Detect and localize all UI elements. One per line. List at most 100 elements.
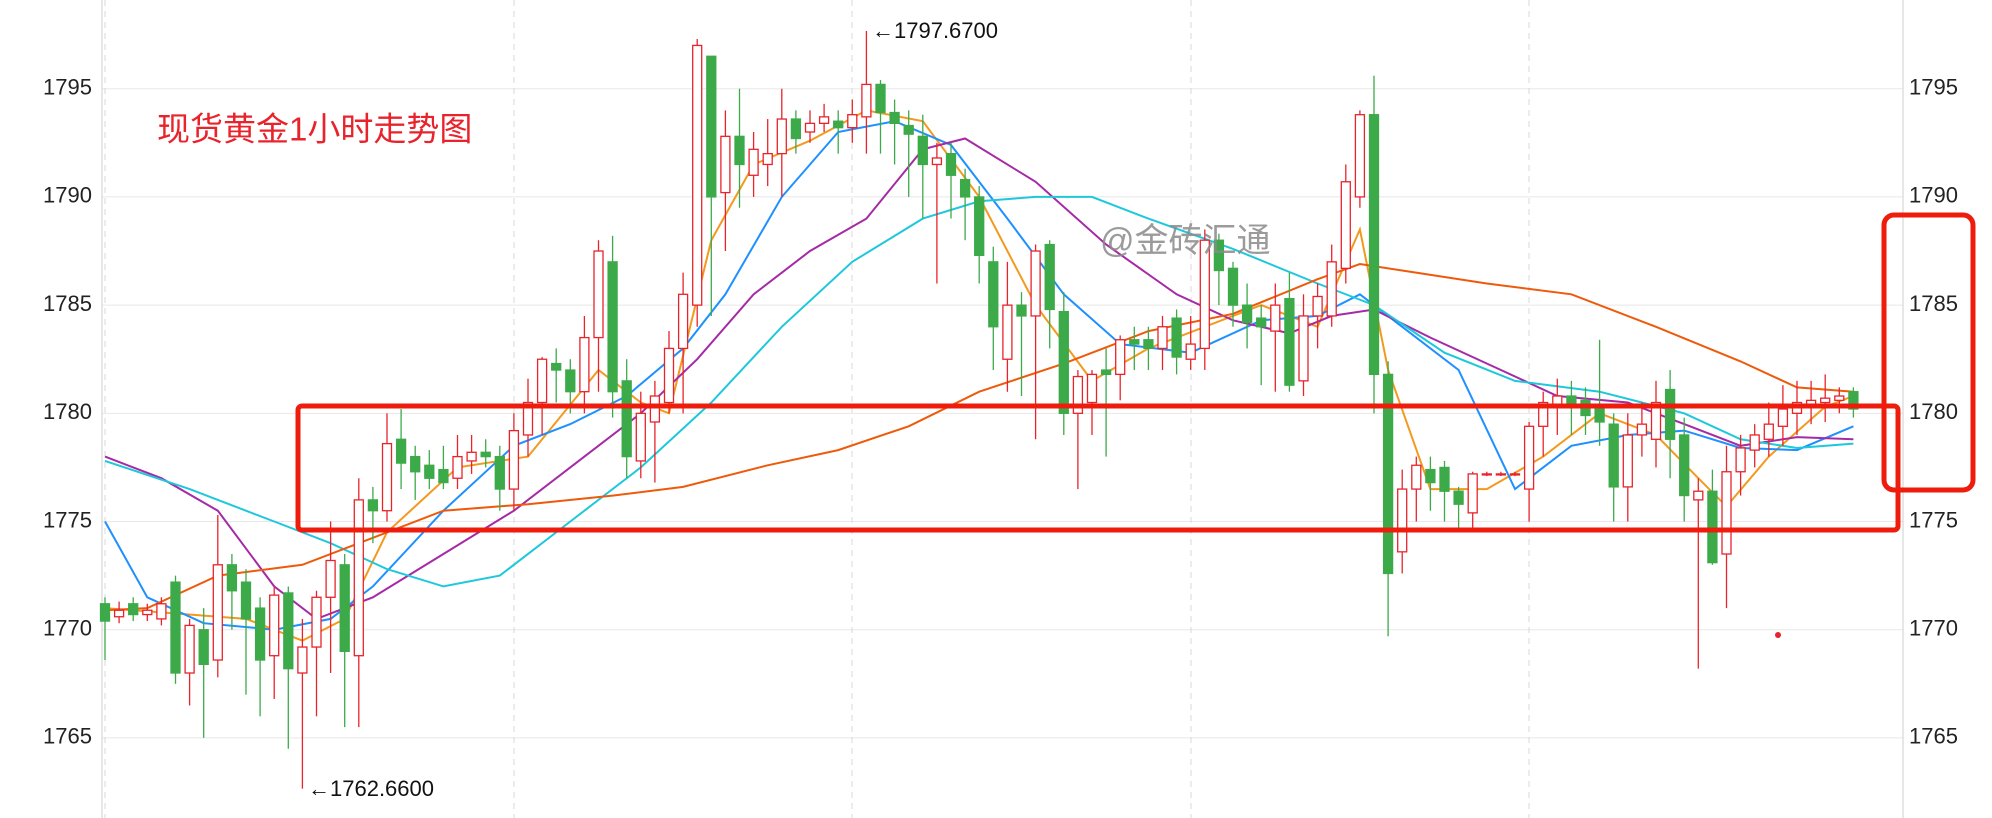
candle-body bbox=[226, 564, 238, 592]
candle-body bbox=[677, 293, 689, 350]
y-tick-label-right: 1770 bbox=[1909, 616, 1958, 641]
candle-body bbox=[1749, 434, 1760, 451]
y-tick-label-right: 1765 bbox=[1909, 724, 1958, 749]
candle-body bbox=[861, 83, 872, 118]
candle-body bbox=[1157, 326, 1168, 350]
candle-body bbox=[1256, 317, 1267, 328]
candle-body bbox=[297, 646, 308, 674]
candle-body bbox=[466, 451, 477, 462]
candle-body bbox=[99, 603, 111, 622]
candle-body bbox=[1834, 395, 1845, 401]
candle-body bbox=[395, 438, 407, 464]
candle-body bbox=[1241, 304, 1253, 324]
candle-body bbox=[1354, 114, 1366, 198]
candle-body bbox=[1016, 304, 1027, 317]
candle-body bbox=[776, 118, 787, 155]
candle-body bbox=[184, 624, 195, 674]
candle-body bbox=[1340, 181, 1351, 269]
candle-body bbox=[988, 261, 999, 328]
candle-body bbox=[1467, 473, 1478, 514]
candle-body bbox=[621, 380, 632, 458]
candle-body bbox=[1523, 425, 1535, 490]
candle-body bbox=[1213, 239, 1225, 272]
candle-body bbox=[1777, 408, 1789, 427]
low-annotation: ←1762.6600 bbox=[308, 776, 434, 801]
candle-body bbox=[818, 116, 830, 124]
candle-body bbox=[522, 401, 534, 436]
candle-body bbox=[339, 564, 350, 653]
candle-body bbox=[113, 609, 125, 618]
candle-body bbox=[1312, 295, 1323, 317]
candle-body bbox=[1664, 388, 1676, 440]
candle-body bbox=[1227, 267, 1239, 306]
candle-body bbox=[353, 499, 364, 657]
watermark: @金砖汇通 bbox=[1100, 222, 1271, 260]
candle-body bbox=[1326, 261, 1337, 317]
candle-body bbox=[325, 559, 336, 598]
candle-body bbox=[593, 250, 604, 339]
candle-body bbox=[875, 83, 886, 114]
candle-body bbox=[170, 581, 181, 674]
candle-body bbox=[889, 111, 900, 124]
candle-body bbox=[480, 451, 491, 458]
candle-body bbox=[1115, 339, 1126, 376]
candle-body bbox=[565, 369, 576, 393]
y-tick-label-right: 1790 bbox=[1909, 183, 1958, 208]
candle-body bbox=[1495, 473, 1507, 476]
candle-body bbox=[1679, 434, 1690, 497]
candle-body bbox=[142, 609, 153, 616]
candle-body bbox=[254, 607, 266, 661]
candle-body bbox=[663, 347, 675, 404]
candle-body bbox=[1439, 466, 1450, 492]
candle-body bbox=[494, 455, 505, 490]
candle-body bbox=[974, 196, 985, 257]
candle-body bbox=[536, 358, 548, 404]
candle-body bbox=[283, 592, 294, 670]
candle-body bbox=[198, 629, 209, 666]
candles bbox=[99, 30, 1859, 789]
candle-body bbox=[635, 412, 646, 462]
candle-body bbox=[833, 120, 844, 129]
candle-body bbox=[1735, 447, 1746, 473]
candle-body bbox=[240, 581, 252, 620]
candle-body bbox=[607, 261, 618, 393]
candle-body bbox=[1453, 490, 1464, 505]
candle-body bbox=[156, 603, 167, 620]
candle-body bbox=[1030, 250, 1041, 317]
marker-dot bbox=[1775, 632, 1781, 638]
candle-body bbox=[1002, 304, 1013, 360]
candle-body bbox=[1284, 297, 1295, 386]
candle-body bbox=[452, 455, 463, 479]
candle-body bbox=[1270, 304, 1281, 332]
y-tick-label-right: 1780 bbox=[1909, 399, 1958, 424]
candle-body bbox=[579, 336, 590, 393]
candle-body bbox=[847, 114, 858, 129]
candle-body bbox=[1425, 468, 1436, 484]
candle-body bbox=[1509, 473, 1521, 476]
candle-body bbox=[1086, 373, 1098, 404]
candle-body bbox=[1693, 490, 1704, 501]
candle-body bbox=[311, 596, 322, 648]
candle-body bbox=[1650, 401, 1662, 440]
candle-body bbox=[1171, 317, 1182, 358]
candle-body bbox=[931, 157, 943, 166]
candle-body bbox=[1721, 471, 1732, 555]
grid bbox=[102, 88, 1903, 739]
candle-body bbox=[424, 464, 435, 479]
y-tick-label: 1795 bbox=[43, 75, 92, 100]
candle-body bbox=[1058, 310, 1069, 414]
candle-body bbox=[1185, 343, 1196, 360]
candle-body bbox=[212, 564, 223, 661]
candle-body bbox=[1044, 243, 1055, 311]
candle-body bbox=[508, 429, 520, 490]
candle-body bbox=[649, 395, 661, 423]
candle-body bbox=[959, 178, 971, 198]
y-tick-label: 1790 bbox=[43, 183, 92, 208]
moving-average-line bbox=[104, 262, 1854, 612]
candle-body bbox=[1397, 488, 1408, 553]
high-annotation: ←1797.6700 bbox=[872, 18, 998, 43]
candle-body bbox=[1129, 339, 1140, 345]
candle-body bbox=[692, 44, 703, 306]
